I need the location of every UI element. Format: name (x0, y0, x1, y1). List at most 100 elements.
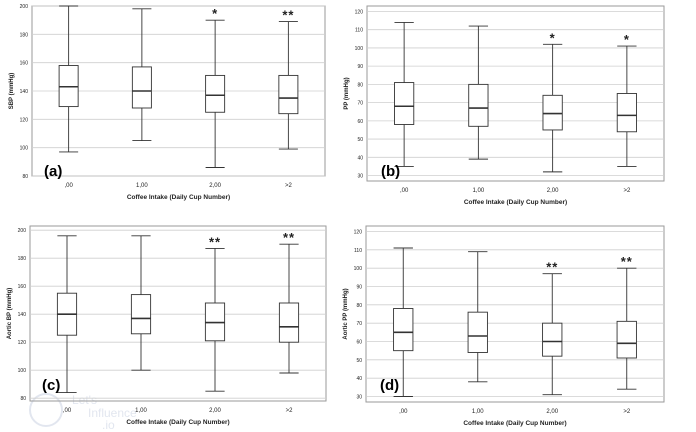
significance-marker: * (624, 32, 630, 47)
grid-lines (30, 229, 326, 399)
x-tick-label: 1,00 (136, 183, 148, 189)
x-tick-label: ,00 (400, 188, 409, 194)
x-axis-label: Coffee Intake (Daily Cup Number) (127, 194, 230, 201)
box-4: ** (278, 230, 300, 374)
x-tick-label: 2,00 (547, 188, 559, 194)
y-tick-label: 100 (20, 146, 29, 152)
box-1 (394, 21, 415, 167)
y-tick-label: 120 (20, 117, 29, 123)
y-tick-label: 160 (20, 61, 29, 67)
x-tick-labels: ,00 1,00 2,00 >2 (399, 409, 631, 415)
iqr-box (468, 83, 489, 127)
iqr-box (394, 82, 415, 125)
y-tick-label: 100 (355, 46, 364, 52)
y-tick-label: 140 (18, 312, 27, 318)
x-tick-label: 1,00 (135, 408, 147, 414)
significance-marker: * (550, 30, 556, 45)
significance-marker: ** (621, 254, 633, 269)
y-axis-label: Aortic BP (mmHg) (7, 288, 13, 340)
y-tick-label: 30 (356, 395, 362, 401)
watermark-text-3: .io (102, 418, 115, 432)
x-tick-label: 2,00 (209, 183, 221, 189)
y-tick-label: 120 (354, 230, 363, 236)
iqr-box (130, 294, 152, 335)
y-tick-label: 100 (18, 368, 27, 374)
box-3: * (205, 6, 226, 168)
x-tick-label: ,00 (64, 183, 73, 189)
y-tick-label: 140 (20, 89, 29, 95)
panel-label: (c) (42, 377, 60, 394)
grid-lines (367, 11, 664, 176)
y-tick-label: 50 (357, 137, 363, 143)
y-tick-label: 90 (357, 64, 363, 70)
box-3: ** (542, 260, 563, 396)
iqr-box (393, 308, 414, 352)
x-axis-label: Coffee Intake (Daily Cup Number) (126, 419, 229, 426)
y-tick-label: 30 (357, 174, 363, 180)
plot-frame (366, 5, 665, 182)
grid-lines (32, 5, 325, 177)
y-tick-label: 50 (356, 358, 362, 364)
box-4: * (616, 32, 637, 167)
significance-marker: * (212, 6, 218, 21)
watermark-text-2: Influence (88, 406, 137, 420)
x-tick-label: 1,00 (472, 409, 484, 415)
grid-lines (366, 231, 664, 397)
panel-label: (a) (44, 163, 62, 180)
y-tick-label: 200 (20, 4, 29, 10)
iqr-box (616, 93, 637, 133)
x-axis-label: Coffee Intake (Daily Cup Number) (463, 420, 566, 427)
box-2 (130, 235, 152, 371)
y-tick-label: 80 (20, 396, 26, 402)
x-tick-label: >2 (623, 188, 631, 194)
significance-marker: ** (283, 230, 295, 245)
y-tick-label: 160 (18, 284, 27, 290)
y-tick-label: 70 (356, 321, 362, 327)
iqr-box (616, 320, 637, 359)
x-tick-label: ,00 (399, 409, 408, 415)
y-tick-label: 80 (22, 174, 28, 180)
y-tick-labels: 80 100 120 140 160 180 200 (20, 4, 29, 180)
plot-frame (29, 225, 327, 402)
y-tick-label: 110 (355, 28, 363, 34)
y-tick-label: 200 (18, 228, 27, 234)
y-tick-label: 60 (357, 119, 363, 125)
x-tick-label: 1,00 (473, 188, 485, 194)
watermark: Let's Influence .io (29, 393, 137, 432)
box-series: * ** (58, 5, 299, 168)
box-series: * * (394, 21, 637, 173)
iqr-box (205, 74, 226, 113)
y-tick-label: 180 (18, 256, 27, 262)
x-tick-label: >2 (286, 408, 294, 414)
box-1 (56, 235, 78, 394)
box-1 (58, 5, 79, 153)
box-4: ** (616, 254, 637, 390)
x-tick-labels: ,00 1,00 2,00 >2 (400, 188, 631, 194)
panel-label: (d) (380, 377, 399, 394)
box-3: ** (204, 234, 226, 392)
y-tick-label: 80 (356, 303, 362, 309)
iqr-box (542, 94, 563, 131)
y-axis-label: Aortic PP (mmHg) (343, 288, 349, 339)
iqr-box (467, 311, 488, 353)
watermark-text-1: Let's (72, 393, 97, 407)
y-tick-label: 80 (357, 82, 363, 88)
box-1 (393, 247, 414, 397)
iqr-box (131, 66, 152, 109)
box-4: ** (278, 8, 299, 150)
significance-marker: ** (282, 8, 294, 23)
box-3: * (542, 30, 563, 173)
x-tick-label: 2,00 (546, 409, 558, 415)
x-tick-label: >2 (623, 409, 631, 415)
y-tick-labels: 30 40 50 60 70 80 90 100 110 120 (354, 230, 363, 401)
significance-marker: ** (546, 260, 558, 275)
y-tick-label: 110 (354, 248, 362, 254)
x-tick-label: ,00 (63, 408, 72, 414)
y-tick-label: 120 (18, 340, 27, 346)
iqr-box (278, 74, 299, 115)
